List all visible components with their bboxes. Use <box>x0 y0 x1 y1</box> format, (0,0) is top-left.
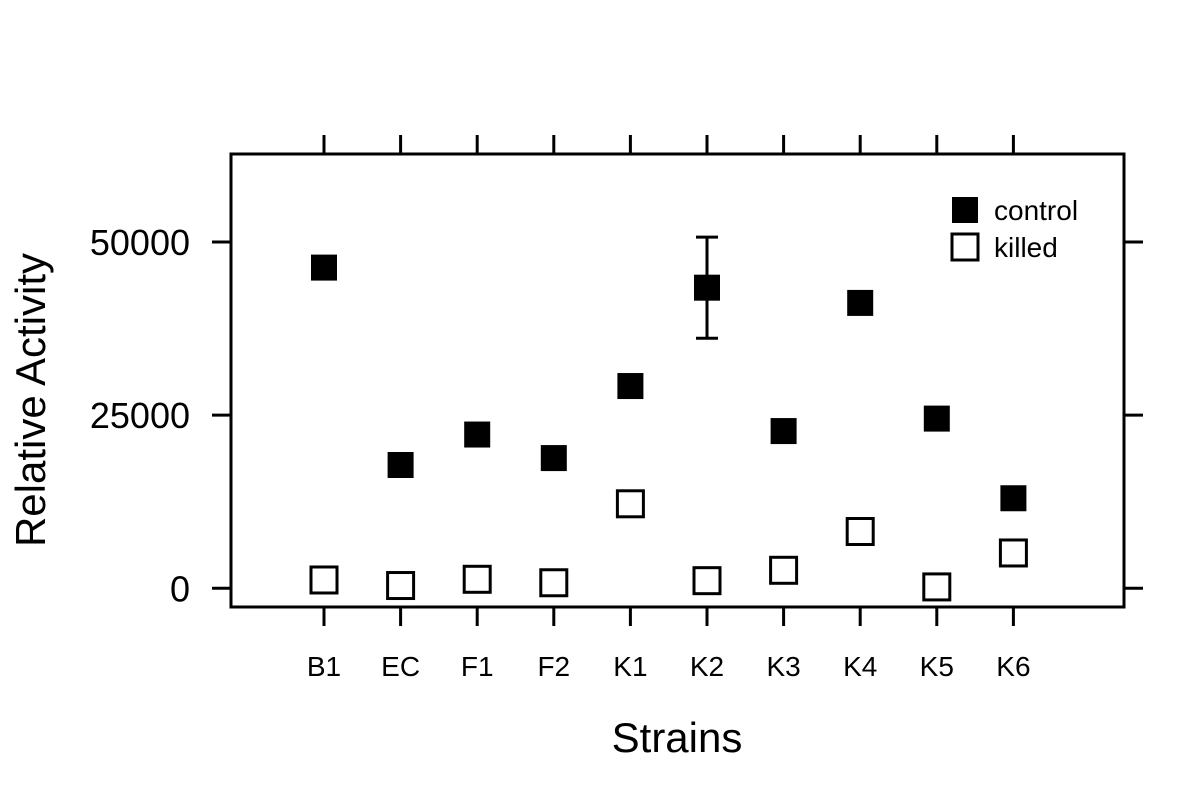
axis-tick-labels: B1 EC F1 F2 K1 K2 K3 K4 K5 K6 0 25000 50000 <box>90 222 1031 682</box>
killed-point-F2 <box>539 568 569 598</box>
x-axis-title: Strains <box>612 714 743 761</box>
x-tick-label: K1 <box>613 651 647 682</box>
killed-point-F1 <box>462 564 492 594</box>
x-tick-label: K6 <box>996 651 1030 682</box>
x-tick-label: F2 <box>537 651 570 682</box>
control-point-K2 <box>694 274 720 301</box>
control-point-K6 <box>1000 485 1027 512</box>
control-point-F2 <box>540 445 567 472</box>
y-axis-title: Relative Activity <box>7 253 54 547</box>
plot-frame <box>229 152 1126 609</box>
control-point-K4 <box>847 289 874 316</box>
legend-marker-control <box>952 197 978 223</box>
x-tick-label: B1 <box>307 651 341 682</box>
x-tick-label: K5 <box>920 651 954 682</box>
x-tick-label: K3 <box>766 651 800 682</box>
x-tick-label: EC <box>381 651 420 682</box>
killed-point-K3 <box>769 555 799 585</box>
killed-point-K4 <box>845 517 875 546</box>
x-tick-label: F1 <box>461 651 494 682</box>
killed-point-K2 <box>692 566 722 596</box>
killed-point-K5 <box>922 572 952 602</box>
axis-ticks <box>212 135 1143 626</box>
killed-point-EC <box>386 571 416 601</box>
control-point-K3 <box>770 418 797 445</box>
control-point-K5 <box>923 405 950 432</box>
legend-label-control: control <box>994 195 1078 226</box>
killed-point-B1 <box>309 565 339 595</box>
x-tick-label: K4 <box>843 651 877 682</box>
control-point-K1 <box>617 373 644 400</box>
y-tick-label: 0 <box>170 568 190 609</box>
killed-point-K1 <box>615 489 645 519</box>
legend-label-killed: killed <box>994 232 1058 263</box>
legend-marker-killed <box>950 232 980 262</box>
x-tick-label: K2 <box>690 651 724 682</box>
killed-point-K6 <box>998 538 1028 568</box>
y-tick-label: 25000 <box>90 395 190 436</box>
y-tick-label: 50000 <box>90 222 190 263</box>
legend: control killed <box>950 195 1078 263</box>
control-point-EC <box>387 452 414 479</box>
control-point-F1 <box>464 421 491 448</box>
control-point-B1 <box>311 254 337 281</box>
data-points <box>309 254 1028 602</box>
